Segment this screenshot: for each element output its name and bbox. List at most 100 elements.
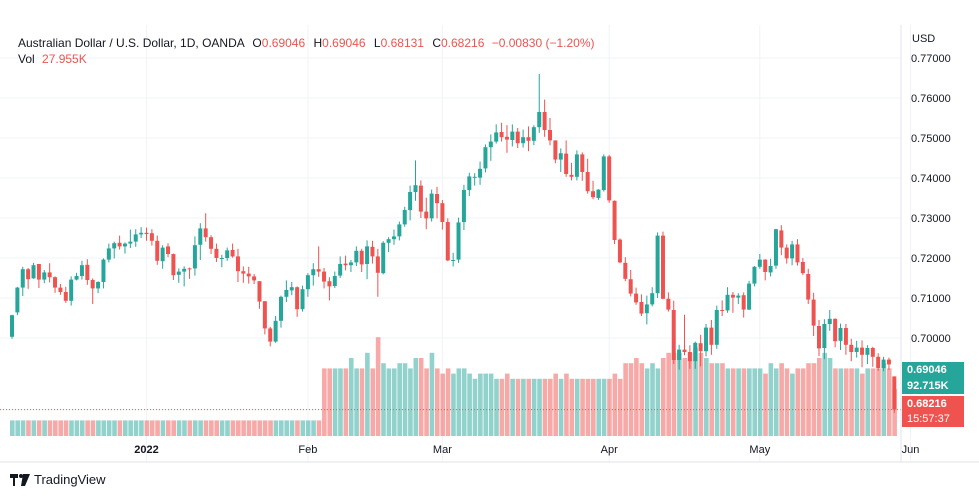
candle-body [149, 233, 154, 241]
candle-body [53, 277, 58, 288]
candlesticks [10, 74, 897, 413]
candle-body [650, 293, 655, 305]
candle-body [241, 271, 246, 274]
volume-bar [682, 358, 688, 436]
volume-bar [558, 378, 564, 436]
time-scale[interactable]: 2022 Feb Mar Apr May Jun [134, 444, 919, 456]
candle-body [704, 327, 709, 352]
candle-body [741, 295, 746, 310]
candle-body [359, 250, 364, 265]
candle-body [483, 147, 488, 169]
candle-body [596, 189, 601, 198]
volume-bar [456, 368, 462, 436]
price-scale-unit[interactable]: USD [912, 33, 936, 45]
candle-body [63, 292, 68, 301]
x-tick-label: 2022 [134, 444, 158, 456]
volume-bar [225, 420, 230, 436]
candle-body [209, 237, 214, 249]
volume-bar [494, 378, 499, 436]
candle-body [811, 299, 816, 326]
candle-body [779, 230, 784, 248]
low-value: 0.68131 [380, 36, 424, 50]
volume-bar [677, 352, 682, 436]
volume-bar [687, 352, 693, 436]
candle-body [757, 259, 762, 267]
candle-body [413, 185, 418, 192]
candle-body [763, 259, 768, 272]
candle-body [585, 172, 590, 192]
y-tick-label: 0.70000 [911, 333, 951, 345]
candle-body [225, 250, 230, 258]
candle-body [440, 203, 445, 222]
volume-bar [273, 420, 279, 436]
candle-body [42, 272, 47, 280]
change-value: −0.00830 (−1.20%) [491, 36, 595, 50]
candle-body [752, 266, 757, 284]
candle-body [85, 264, 90, 280]
volume-bar [860, 373, 865, 436]
candle-body [876, 356, 881, 368]
volume-bar [467, 373, 472, 436]
volume-bar [531, 378, 537, 436]
y-tick-label: 0.72000 [911, 253, 951, 265]
candle-body [289, 287, 294, 291]
volume-bar [548, 378, 553, 436]
candle-body [418, 185, 423, 212]
symbol-title[interactable]: Australian Dollar / U.S. Dollar, 1D, OAN… [18, 36, 245, 50]
volume-bar [26, 420, 31, 436]
volume-bar [322, 368, 327, 436]
volume-bar [268, 420, 273, 436]
candle-body [714, 310, 719, 345]
candle-body [230, 250, 235, 257]
volume-bar [886, 368, 892, 436]
candle-body [257, 281, 262, 302]
candle-body [252, 276, 257, 281]
candle-body [725, 294, 730, 311]
tradingview-logo[interactable]: TradingView [10, 472, 106, 487]
candle-body [365, 246, 370, 264]
volume-bar [429, 352, 435, 436]
volume-label[interactable]: Vol [18, 52, 35, 66]
candle-body [300, 289, 305, 310]
volume-bar [42, 420, 47, 436]
candle-body [106, 248, 111, 260]
candle-body [36, 264, 41, 280]
volume-bar [800, 368, 806, 436]
candle-body [235, 256, 240, 272]
candle-body [354, 250, 359, 263]
candle-body [617, 239, 622, 263]
volume-bar [397, 363, 402, 436]
volume-bar [833, 368, 838, 436]
candle-body [666, 298, 671, 310]
volume-bar [617, 378, 623, 436]
candle-body [160, 247, 165, 262]
volume-bar [838, 368, 844, 436]
candle-body [31, 265, 36, 279]
volume-bar [235, 420, 241, 436]
volume-bar [311, 420, 316, 436]
x-tick-label: Jun [902, 444, 920, 456]
volume-bar [472, 378, 478, 436]
price-scale[interactable]: 0.70000 0.71000 0.72000 0.73000 0.74000 0.750… [911, 53, 951, 345]
volume-bar [628, 363, 634, 436]
candle-body [322, 271, 327, 282]
candle-body [445, 222, 450, 261]
volume-bar [386, 368, 392, 436]
volume-bar [714, 363, 720, 436]
volume-bar [144, 420, 150, 436]
candle-body [773, 229, 778, 266]
ohlc-row: Australian Dollar / U.S. Dollar, 1D, OAN… [18, 35, 594, 51]
candle-body [843, 328, 848, 345]
candle-body [612, 200, 617, 240]
volume-bar [660, 358, 666, 436]
candle-body [860, 347, 865, 355]
candle-body [854, 347, 859, 352]
candle-body [623, 262, 628, 279]
volume-bar [623, 363, 628, 436]
volume-bar [773, 368, 779, 436]
candle-body [693, 342, 698, 362]
volume-bar [348, 358, 354, 436]
candle-body [316, 269, 321, 272]
volume-bar [730, 368, 736, 436]
